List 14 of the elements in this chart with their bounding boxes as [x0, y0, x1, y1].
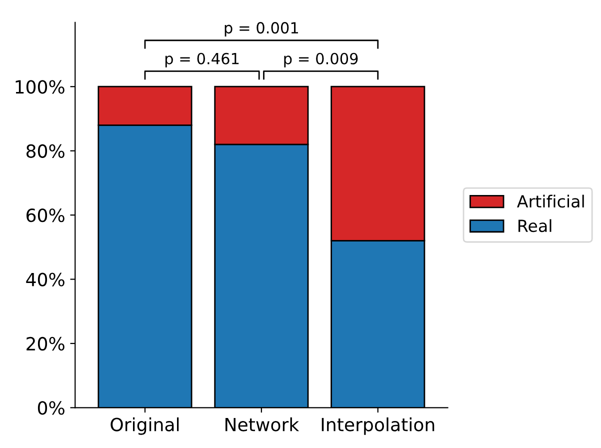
y-tick-label: 0% — [38, 401, 64, 415]
x-tick-label: Network — [226, 417, 300, 432]
annotation: p = 0.009 — [284, 52, 358, 68]
legend-label: Real — [518, 219, 552, 232]
y-tick-label: 60% — [26, 208, 64, 222]
annotation: p = 0.461 — [165, 52, 239, 68]
x-tick-label: Interpolation — [322, 417, 434, 435]
y-tick-label: 40% — [26, 272, 64, 286]
annotation: p = 0.001 — [224, 22, 298, 37]
x-tick-label: Original — [110, 417, 179, 435]
y-tick-label: 20% — [26, 336, 64, 351]
y-tick-label: 100% — [16, 80, 64, 94]
y-tick-label: 80% — [26, 144, 64, 158]
legend-label: Artificial — [516, 194, 584, 208]
